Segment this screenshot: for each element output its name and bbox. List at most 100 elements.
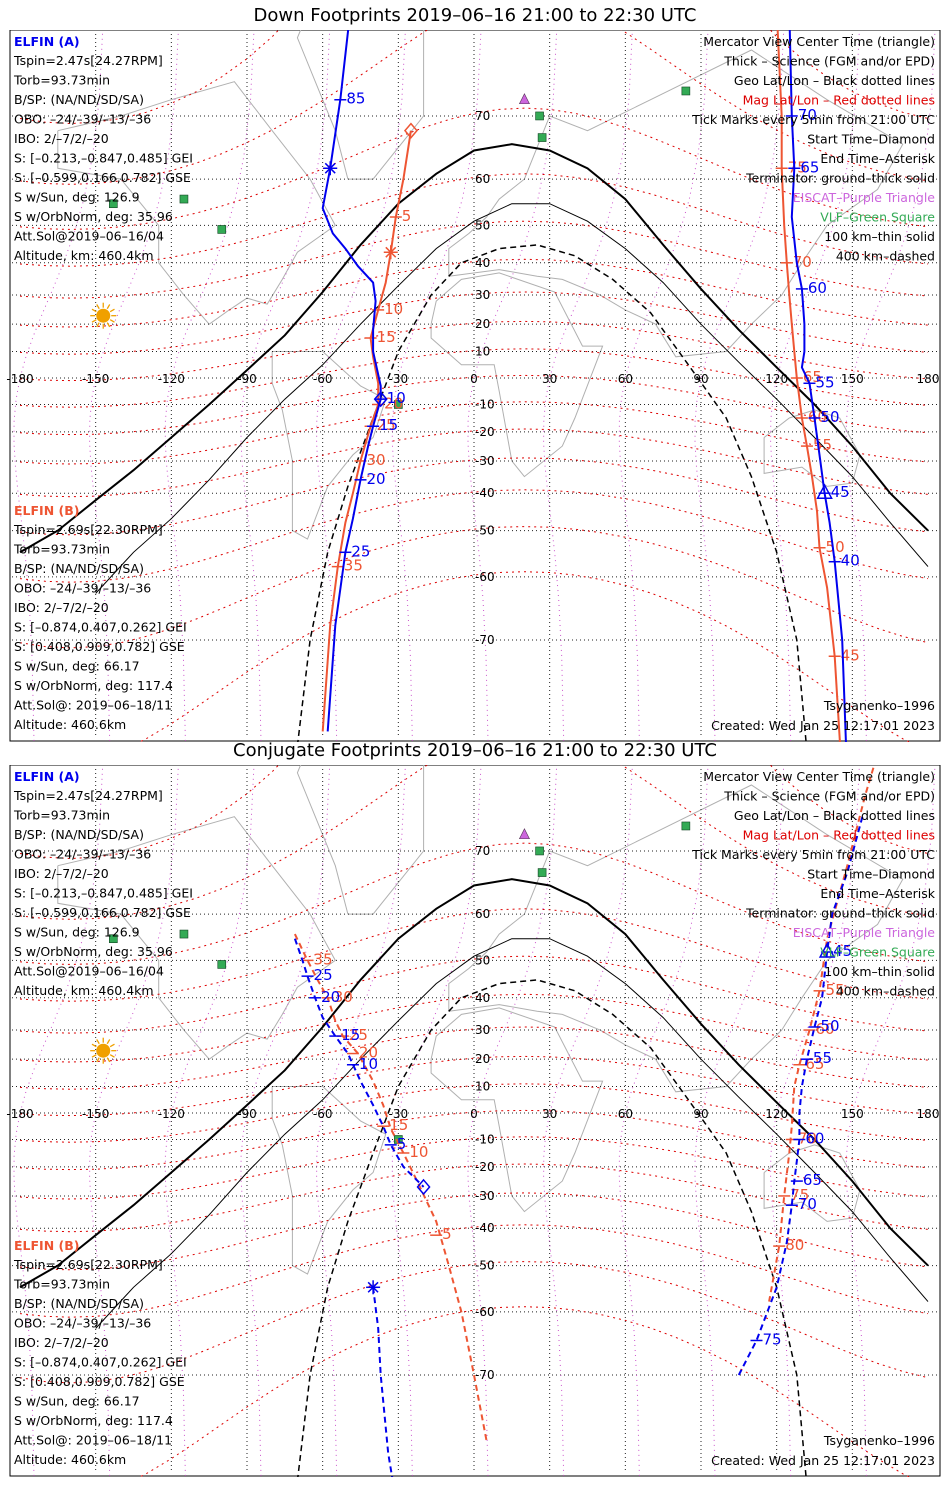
elfin-b-info: Altitude: 460.6km [14, 717, 126, 732]
time-tick-label: 70 [798, 106, 817, 124]
elfin-b-info: OBO: –24/–39/–13/–36 [14, 581, 151, 596]
lon-tick-label: -120 [158, 1107, 185, 1121]
time-tick-label: 5 [402, 207, 412, 225]
legend-item: Geo Lat/Lon – Black dotted lines [734, 73, 935, 88]
legend-item: Mercator View Center Time (triangle) [703, 769, 935, 784]
time-tick-label: 60 [805, 1129, 824, 1147]
mag-parallel [19, 220, 929, 299]
mag-parallel [19, 258, 929, 328]
time-tick-label: 60 [808, 279, 827, 297]
lon-tick-label: -150 [82, 372, 109, 386]
legend-item: VLF–Green Square [820, 210, 935, 225]
mag-parallel [19, 1026, 929, 1090]
mag-meridian [770, 30, 860, 742]
elfin-a-info: Att.Sol@2019–06–16/04 [14, 964, 164, 979]
elfin-b-name: ELFIN (B) [14, 503, 79, 518]
elfin-b-track [293, 933, 488, 1442]
coastline [271, 1086, 387, 1275]
vlf-square [681, 821, 691, 831]
mag-parallel [19, 173, 929, 267]
time-tick-label: 30 [334, 988, 353, 1006]
coastline [57, 81, 336, 325]
lat-tick-label: 70 [475, 844, 490, 858]
legend-item: Mercator View Center Time (triangle) [703, 34, 935, 49]
mag-meridian [543, 30, 633, 742]
elfin-b-info: S w/OrbNorm, deg: 117.4 [14, 678, 173, 693]
sun-ray [96, 304, 100, 310]
elfin-a-info: Altitude, km: 460.4km [14, 983, 154, 998]
vlf-square [217, 225, 227, 234]
mag-meridian [391, 765, 482, 1477]
lat-tick-label: 60 [475, 172, 490, 186]
coastline [296, 765, 425, 915]
lon-tick-label: 30 [542, 372, 557, 386]
elfin-a-info: S: [–0.599,0.166,0.782] GSE [14, 905, 191, 920]
mag-meridian [240, 765, 331, 1477]
sun-ray [106, 304, 111, 310]
elfin-a-info: S w/OrbNorm, deg: 35.96 [14, 944, 173, 959]
coastline [763, 1144, 861, 1222]
lon-tick-label: -180 [6, 1107, 33, 1121]
lon-tick-label: 150 [841, 372, 864, 386]
elfin-b-track [776, 30, 841, 742]
created-label: Created: Wed Jan 25 12:17:01 2023 [711, 1453, 935, 1468]
vlf-square [535, 111, 544, 121]
mag-meridian [13, 30, 104, 742]
elfin-b-info: Tspin=2.69s[22.30RPM] [13, 1257, 163, 1272]
start-diamond [416, 1178, 431, 1196]
elfin-a-name: ELFIN (A) [14, 34, 80, 49]
sun-ray [96, 322, 100, 328]
terminator-400km [297, 979, 807, 1477]
mag-meridian [845, 30, 936, 742]
lon-tick-label: 180 [917, 1107, 940, 1121]
sun-ray [109, 308, 115, 313]
lon-tick-label: 0 [470, 1107, 478, 1121]
time-tick-label: 25 [314, 966, 333, 984]
time-tick-label: 15 [379, 416, 398, 434]
elfin-b-info: S w/Sun, deg: 66.17 [14, 659, 140, 674]
sun-ray [96, 1039, 100, 1045]
elfin-b-info: B/SP: (NA/ND/SD/SA) [14, 561, 144, 576]
start-diamond [403, 122, 418, 139]
mag-meridian [467, 30, 558, 742]
lon-tick-label: 30 [542, 1107, 557, 1121]
time-tick-label: 30 [367, 451, 386, 469]
mag-meridian [694, 765, 785, 1477]
legend-item: Geo Lat/Lon – Black dotted lines [734, 808, 935, 823]
elfin-a-info: S: [–0.213,–0.847,0.485] GEI [14, 886, 193, 901]
elfin-b-info: IBO: 2/–7/2/–20 [14, 600, 109, 615]
time-tick-label: 5 [442, 1225, 452, 1243]
vlf-square [681, 86, 691, 96]
legend-item: Start Time–Diamond [807, 132, 935, 147]
time-tick-label: 45 [841, 646, 860, 664]
view-center-triangle [818, 942, 836, 958]
mag-parallel [19, 348, 929, 408]
legend-item: Mag Lat/Lon – Red dotted lines [743, 93, 935, 108]
lat-tick-label: -30 [475, 454, 495, 468]
lat-tick-label: -10 [475, 397, 495, 411]
legend-item: End Time–Asterisk [820, 886, 935, 901]
legend-item: End Time–Asterisk [820, 151, 935, 166]
lat-tick-label: 30 [475, 288, 490, 302]
lon-tick-label: 150 [841, 1107, 864, 1121]
coastline [271, 351, 387, 540]
time-tick-label: 15 [377, 328, 396, 346]
eiscat-triangle [518, 93, 530, 105]
legend-item: Terminator: ground–thick solid [745, 906, 935, 921]
end-asterisk [367, 1281, 379, 1293]
time-tick-label: 25 [377, 416, 396, 434]
lat-tick-label: -70 [475, 633, 495, 647]
elfin-a-info: OBO: –24/–39/–13/–36 [14, 112, 151, 127]
time-tick-label: 20 [367, 470, 386, 488]
lat-tick-label: -40 [475, 1221, 495, 1235]
map-frame [9, 765, 941, 1477]
time-tick-label: 40 [841, 552, 860, 570]
mag-meridian [694, 30, 785, 742]
lon-tick-label: 90 [693, 1107, 708, 1121]
legend-item: Terminator: ground–thick solid [745, 171, 935, 186]
sun-ray [109, 319, 115, 323]
eiscat-triangle [518, 828, 530, 840]
lon-tick-label: -150 [82, 1107, 109, 1121]
vlf-square [109, 199, 118, 209]
lat-tick-label: -30 [475, 1189, 495, 1203]
